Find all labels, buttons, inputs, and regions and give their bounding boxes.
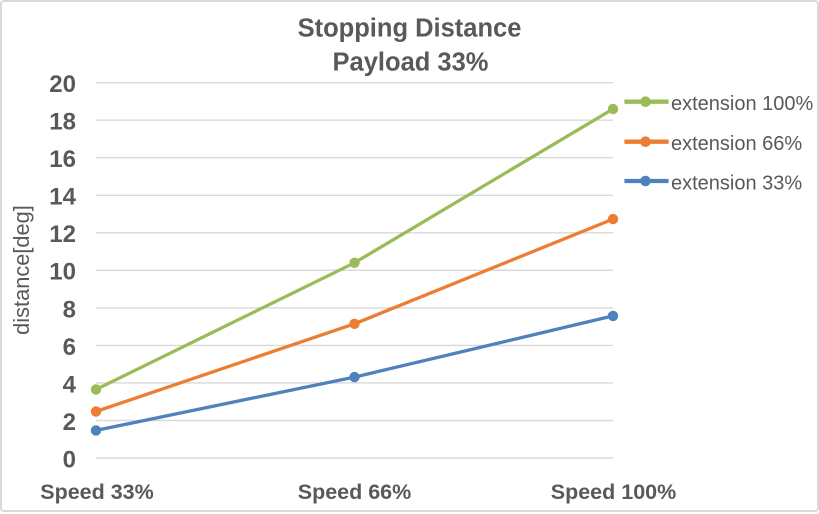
svg-text:2: 2	[63, 409, 76, 436]
svg-text:extension 100%: extension 100%	[671, 93, 814, 115]
svg-text:extension 33%: extension 33%	[671, 172, 802, 194]
svg-text:distance[deg]: distance[deg]	[9, 205, 34, 335]
svg-text:10: 10	[49, 259, 76, 286]
svg-text:extension 66%: extension 66%	[671, 133, 802, 155]
svg-text:Speed 100%: Speed 100%	[551, 480, 676, 504]
svg-text:14: 14	[49, 184, 76, 211]
svg-text:0: 0	[63, 446, 76, 473]
svg-text:Payload 33%: Payload 33%	[333, 49, 489, 77]
svg-text:6: 6	[63, 334, 76, 361]
svg-text:12: 12	[49, 221, 76, 248]
svg-text:18: 18	[49, 109, 76, 136]
svg-text:Stopping Distance: Stopping Distance	[298, 15, 522, 43]
svg-text:Speed 33%: Speed 33%	[40, 480, 154, 504]
svg-text:8: 8	[63, 296, 76, 323]
svg-text:4: 4	[63, 371, 77, 398]
svg-text:Speed 66%: Speed 66%	[298, 480, 412, 504]
svg-text:20: 20	[49, 71, 76, 98]
svg-text:16: 16	[49, 146, 76, 173]
